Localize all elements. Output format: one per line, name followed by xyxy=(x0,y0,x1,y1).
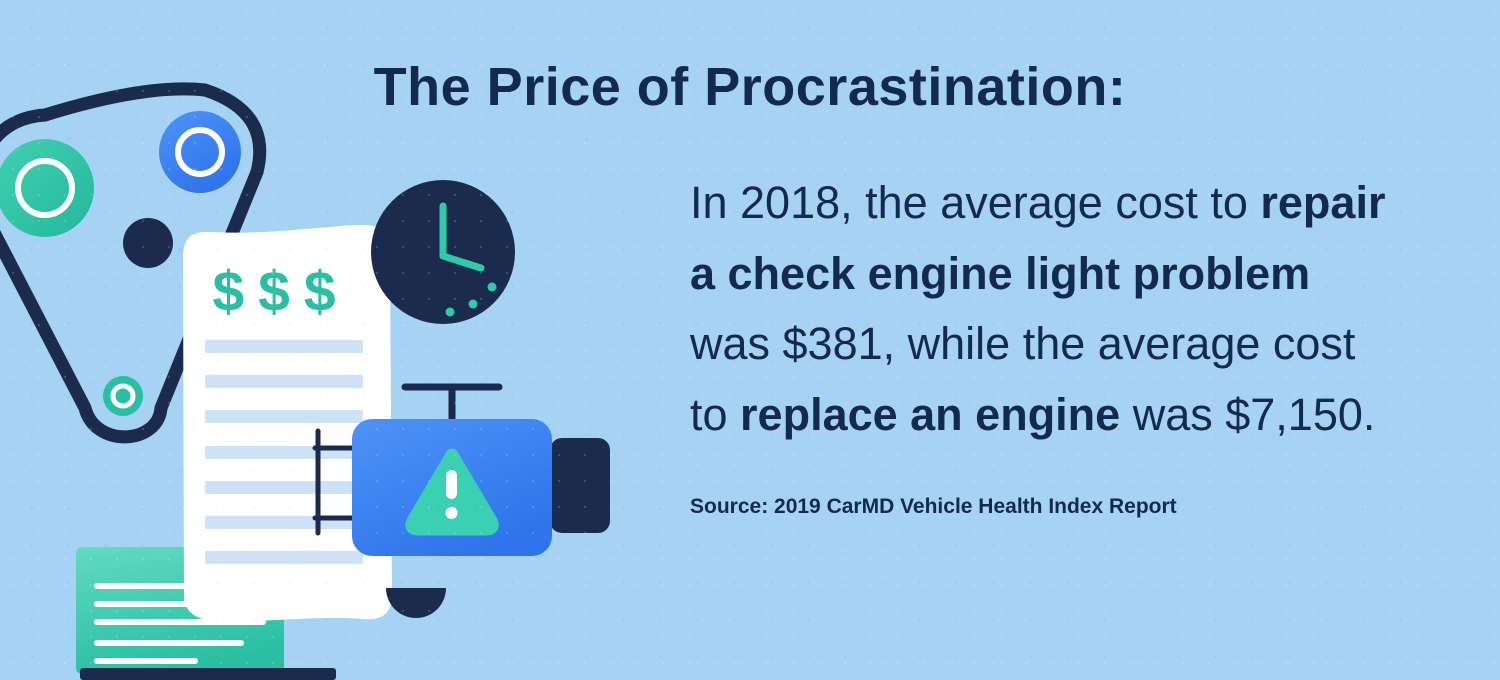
body-text-bold-replace: replace an engine xyxy=(740,388,1121,440)
clock-icon xyxy=(371,180,515,324)
body-text-segment-2: was $381, while the average cost to xyxy=(690,318,1356,440)
body-text: In 2018, the average cost to repair a ch… xyxy=(690,168,1402,451)
timing-belt-icon xyxy=(0,82,267,444)
dollar-signs-text: $$$ xyxy=(212,260,349,324)
car-repair-illustration: $$$ xyxy=(0,0,660,680)
exclamation-dot xyxy=(445,507,458,519)
page-title: The Price of Procrastination: xyxy=(373,57,1127,117)
receipt-icon: $$$ xyxy=(183,224,392,622)
engine-right-block xyxy=(550,438,610,533)
body-text-segment-1: In 2018, the average cost to xyxy=(690,177,1261,228)
idler-pulley xyxy=(123,218,173,268)
blue-pulley xyxy=(159,111,241,193)
body-text-bold-repair: repair a check engine light problem xyxy=(690,177,1386,299)
engine-wheel xyxy=(386,588,446,618)
illustration-svg: $$$ xyxy=(0,82,610,680)
source-text: Source: 2019 CarMD Vehicle Health Index … xyxy=(690,494,1177,518)
exclamation-bar xyxy=(446,470,457,499)
text-content: In 2018, the average cost to repair a ch… xyxy=(690,168,1402,519)
teal-pulley xyxy=(0,139,94,237)
engine-warning-icon xyxy=(312,383,610,618)
body-text-segment-3: was $7,150. xyxy=(1120,388,1376,440)
small-teal-pulley xyxy=(103,376,143,416)
notepad-shadow-bar xyxy=(80,668,336,680)
